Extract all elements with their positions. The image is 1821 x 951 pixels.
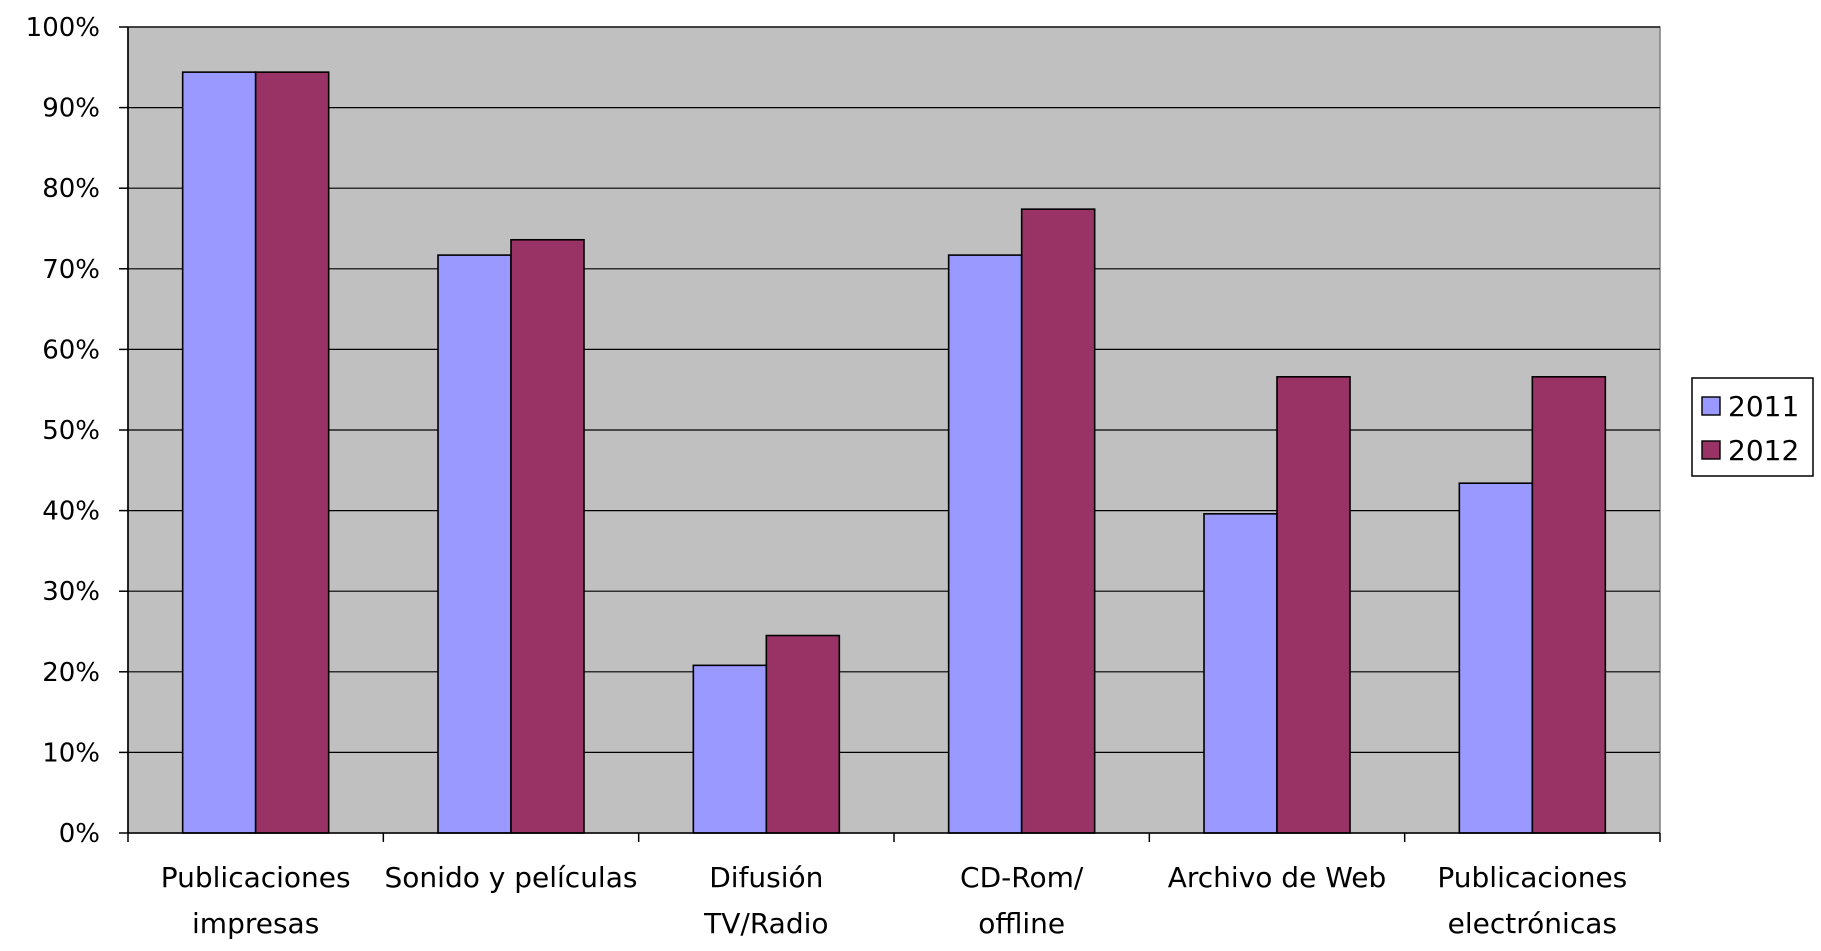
x-category-label: CD-Rom/offline — [960, 861, 1084, 940]
bar-2012-4 — [1276, 376, 1351, 834]
y-tick-label: 90% — [42, 94, 100, 124]
y-tick-label: 100% — [26, 13, 100, 43]
legend-label-2012: 2012 — [1728, 434, 1799, 467]
legend-swatch-2012 — [1701, 440, 1721, 460]
y-tick-label: 70% — [42, 255, 100, 285]
y-tick-label: 50% — [42, 416, 100, 446]
y-axis-ticks: 0% 10% 20% 30% 40% 50% 60% 70% 80% 90% 100% — [26, 13, 128, 849]
bar-2011-3 — [947, 254, 1023, 834]
y-tick-label: 30% — [42, 577, 100, 607]
x-category-label: Sonido y películas — [385, 861, 638, 894]
y-tick-label: 10% — [42, 738, 100, 768]
axes — [127, 27, 1661, 842]
y-tick-label: 60% — [42, 335, 100, 365]
bar-2012-3 — [1020, 208, 1096, 834]
y-tick-label: 40% — [42, 497, 100, 527]
x-category-label: Archivo de Web — [1168, 861, 1387, 894]
y-tick-label: 80% — [42, 174, 100, 204]
legend-label-2011: 2011 — [1728, 390, 1799, 423]
bar-2011-4 — [1203, 513, 1278, 834]
bar-2011-5 — [1458, 482, 1534, 834]
x-category-label: Publicaciones impresas — [161, 861, 351, 940]
x-axis-labels: Publicaciones impresas Sonido y películas D… — [161, 861, 1628, 940]
y-tick-label: 20% — [42, 658, 100, 688]
bar-2012-2 — [765, 634, 841, 834]
bar-2011-0 — [181, 71, 257, 834]
x-category-label: Difusión TV/Radio — [703, 861, 828, 940]
bar-2011-2 — [692, 664, 768, 834]
legend: 2011 2012 — [1691, 377, 1814, 477]
bar-2012-1 — [510, 238, 585, 834]
legend-swatch-2011 — [1701, 396, 1721, 416]
x-category-label: Publicaciones electrónicas — [1437, 861, 1627, 940]
bar-2012-5 — [1531, 376, 1607, 834]
bars — [181, 71, 1607, 834]
bar-2012-0 — [254, 71, 330, 834]
gridlines — [128, 26, 1660, 754]
y-tick-label: 0% — [59, 819, 100, 849]
bar-2011-1 — [437, 254, 512, 834]
